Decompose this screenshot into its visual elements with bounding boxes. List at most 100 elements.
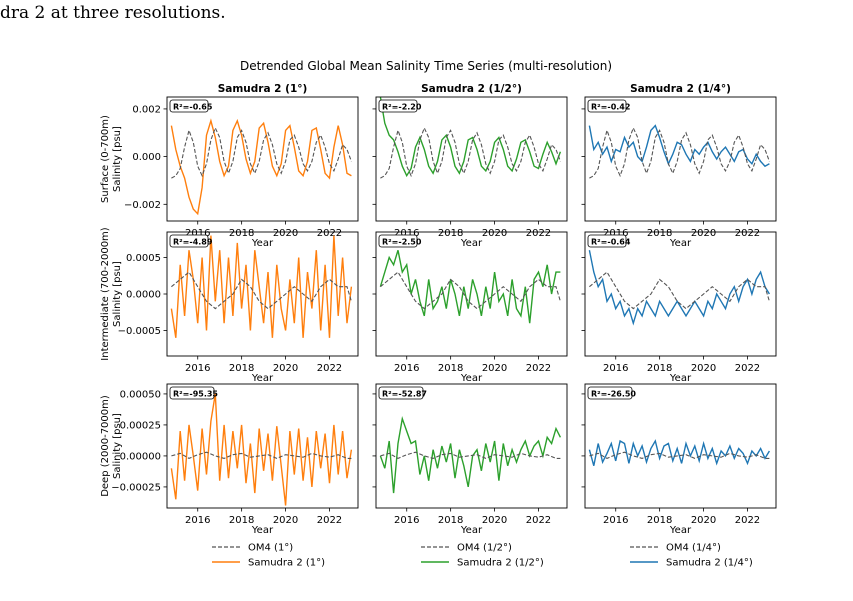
caption-fragment: dra 2 at three resolutions. — [0, 3, 226, 23]
series-line — [170, 393, 353, 506]
x-tick-label: 2020 — [482, 228, 507, 239]
legend-label-reference: OM4 (1/2°) — [457, 543, 512, 554]
r2-box — [587, 386, 633, 400]
x-tick-label: 2016 — [185, 228, 210, 239]
x-axis-label: Year — [251, 525, 274, 536]
r2-box — [587, 234, 627, 248]
x-tick-label: 2022 — [317, 228, 342, 239]
x-tick-label: 2020 — [691, 228, 716, 239]
r2-label: R²=-0.42 — [591, 103, 630, 112]
x-tick-label: 2016 — [603, 228, 628, 239]
legend-label-reference: OM4 (1°) — [248, 543, 293, 554]
panel-frame — [375, 96, 568, 222]
x-tick-label: 2022 — [317, 515, 342, 526]
series-line — [588, 250, 770, 326]
legend-label-model: Samudra 2 (1/4°) — [666, 558, 753, 569]
column-title: Samudra 2 (1°) — [218, 83, 308, 95]
r2-box — [378, 234, 418, 248]
r2-box — [378, 386, 424, 400]
x-tick-label: 2018 — [229, 228, 254, 239]
x-tick-label: 2020 — [273, 363, 298, 374]
x-tick-label: 2016 — [394, 228, 419, 239]
reference-line — [171, 451, 352, 460]
x-tick-label: 2018 — [438, 363, 463, 374]
panel-frame — [166, 383, 359, 509]
panel-frame — [584, 96, 777, 222]
r2-label: R²=-2.20 — [382, 103, 422, 112]
x-tick-label: 2018 — [438, 228, 463, 239]
legend-label-model: Samudra 2 (1°) — [248, 558, 325, 569]
x-tick-label: 2022 — [735, 363, 760, 374]
y-tick-label: 0.0000 — [126, 290, 161, 301]
x-tick-label: 2018 — [647, 228, 672, 239]
y-axis-label: Salinity [psu] — [112, 126, 123, 192]
y-tick-label: 0.00025 — [120, 420, 161, 431]
y-tick-label: 0.00000 — [120, 451, 161, 462]
x-tick-label: 2022 — [735, 228, 760, 239]
x-axis-label: Year — [251, 238, 274, 249]
panel-frame — [584, 383, 777, 509]
r2-box — [378, 99, 418, 113]
r2-box — [169, 99, 209, 113]
x-tick-label: 2016 — [185, 515, 210, 526]
x-tick-label: 2022 — [526, 363, 551, 374]
x-tick-label: 2020 — [691, 515, 716, 526]
r2-label: R²=-95.35 — [173, 390, 218, 399]
r2-label: R²=-26.50 — [591, 390, 636, 399]
x-tick-label: 2016 — [603, 363, 628, 374]
series-line — [379, 249, 561, 324]
reference-line — [380, 126, 561, 179]
r2-box — [587, 99, 627, 113]
x-tick-label: 2022 — [735, 515, 760, 526]
y-axis-label: Salinity [psu] — [112, 413, 123, 479]
y-tick-label: 0.00050 — [120, 389, 161, 400]
series-line — [170, 118, 352, 216]
x-tick-label: 2018 — [647, 363, 672, 374]
y-tick-label: −0.0005 — [118, 326, 161, 337]
panel-frame — [375, 383, 568, 509]
r2-label: R²=-0.64 — [591, 238, 631, 247]
x-tick-label: 2022 — [526, 228, 551, 239]
reference-line — [380, 271, 561, 310]
x-axis-label: Year — [460, 373, 483, 384]
x-tick-label: 2016 — [394, 363, 419, 374]
x-axis-label: Year — [251, 373, 274, 384]
column-title: Samudra 2 (1/4°) — [630, 83, 731, 95]
r2-box — [169, 386, 215, 400]
y-axis-label: Deep (2000-7000m) — [100, 395, 111, 497]
r2-label: R²=-52.87 — [382, 390, 427, 399]
x-tick-label: 2018 — [229, 363, 254, 374]
x-tick-label: 2020 — [691, 363, 716, 374]
reference-line — [589, 126, 770, 179]
r2-label: R²=-2.50 — [382, 238, 422, 247]
y-axis-label: Surface (0-700m) — [100, 115, 111, 203]
x-tick-label: 2022 — [526, 515, 551, 526]
x-tick-label: 2020 — [482, 363, 507, 374]
x-tick-label: 2018 — [647, 515, 672, 526]
x-tick-label: 2018 — [438, 515, 463, 526]
reference-line — [589, 451, 770, 460]
column-title: Samudra 2 (1/2°) — [421, 83, 522, 95]
x-axis-label: Year — [460, 238, 483, 249]
reference-line — [589, 271, 770, 310]
x-axis-label: Year — [669, 238, 692, 249]
reference-line — [171, 271, 352, 310]
panel-frame — [584, 231, 777, 357]
y-tick-label: 0.0005 — [126, 253, 161, 264]
legend-label-reference: OM4 (1/4°) — [666, 543, 721, 554]
panel-frame — [166, 231, 359, 357]
x-tick-label: 2016 — [603, 515, 628, 526]
panel-frame — [375, 231, 568, 357]
y-tick-label: 0.000 — [132, 152, 161, 163]
y-tick-label: −0.00025 — [111, 482, 161, 493]
x-tick-label: 2022 — [317, 363, 342, 374]
series-line — [379, 97, 562, 178]
x-axis-label: Year — [460, 525, 483, 536]
figure-title: Detrended Global Mean Salinity Time Seri… — [240, 59, 612, 73]
y-tick-label: 0.002 — [132, 104, 161, 115]
series-line — [588, 124, 770, 168]
y-tick-label: −0.002 — [124, 200, 161, 211]
x-tick-label: 2020 — [273, 515, 298, 526]
x-tick-label: 2016 — [394, 515, 419, 526]
r2-box — [169, 234, 209, 248]
